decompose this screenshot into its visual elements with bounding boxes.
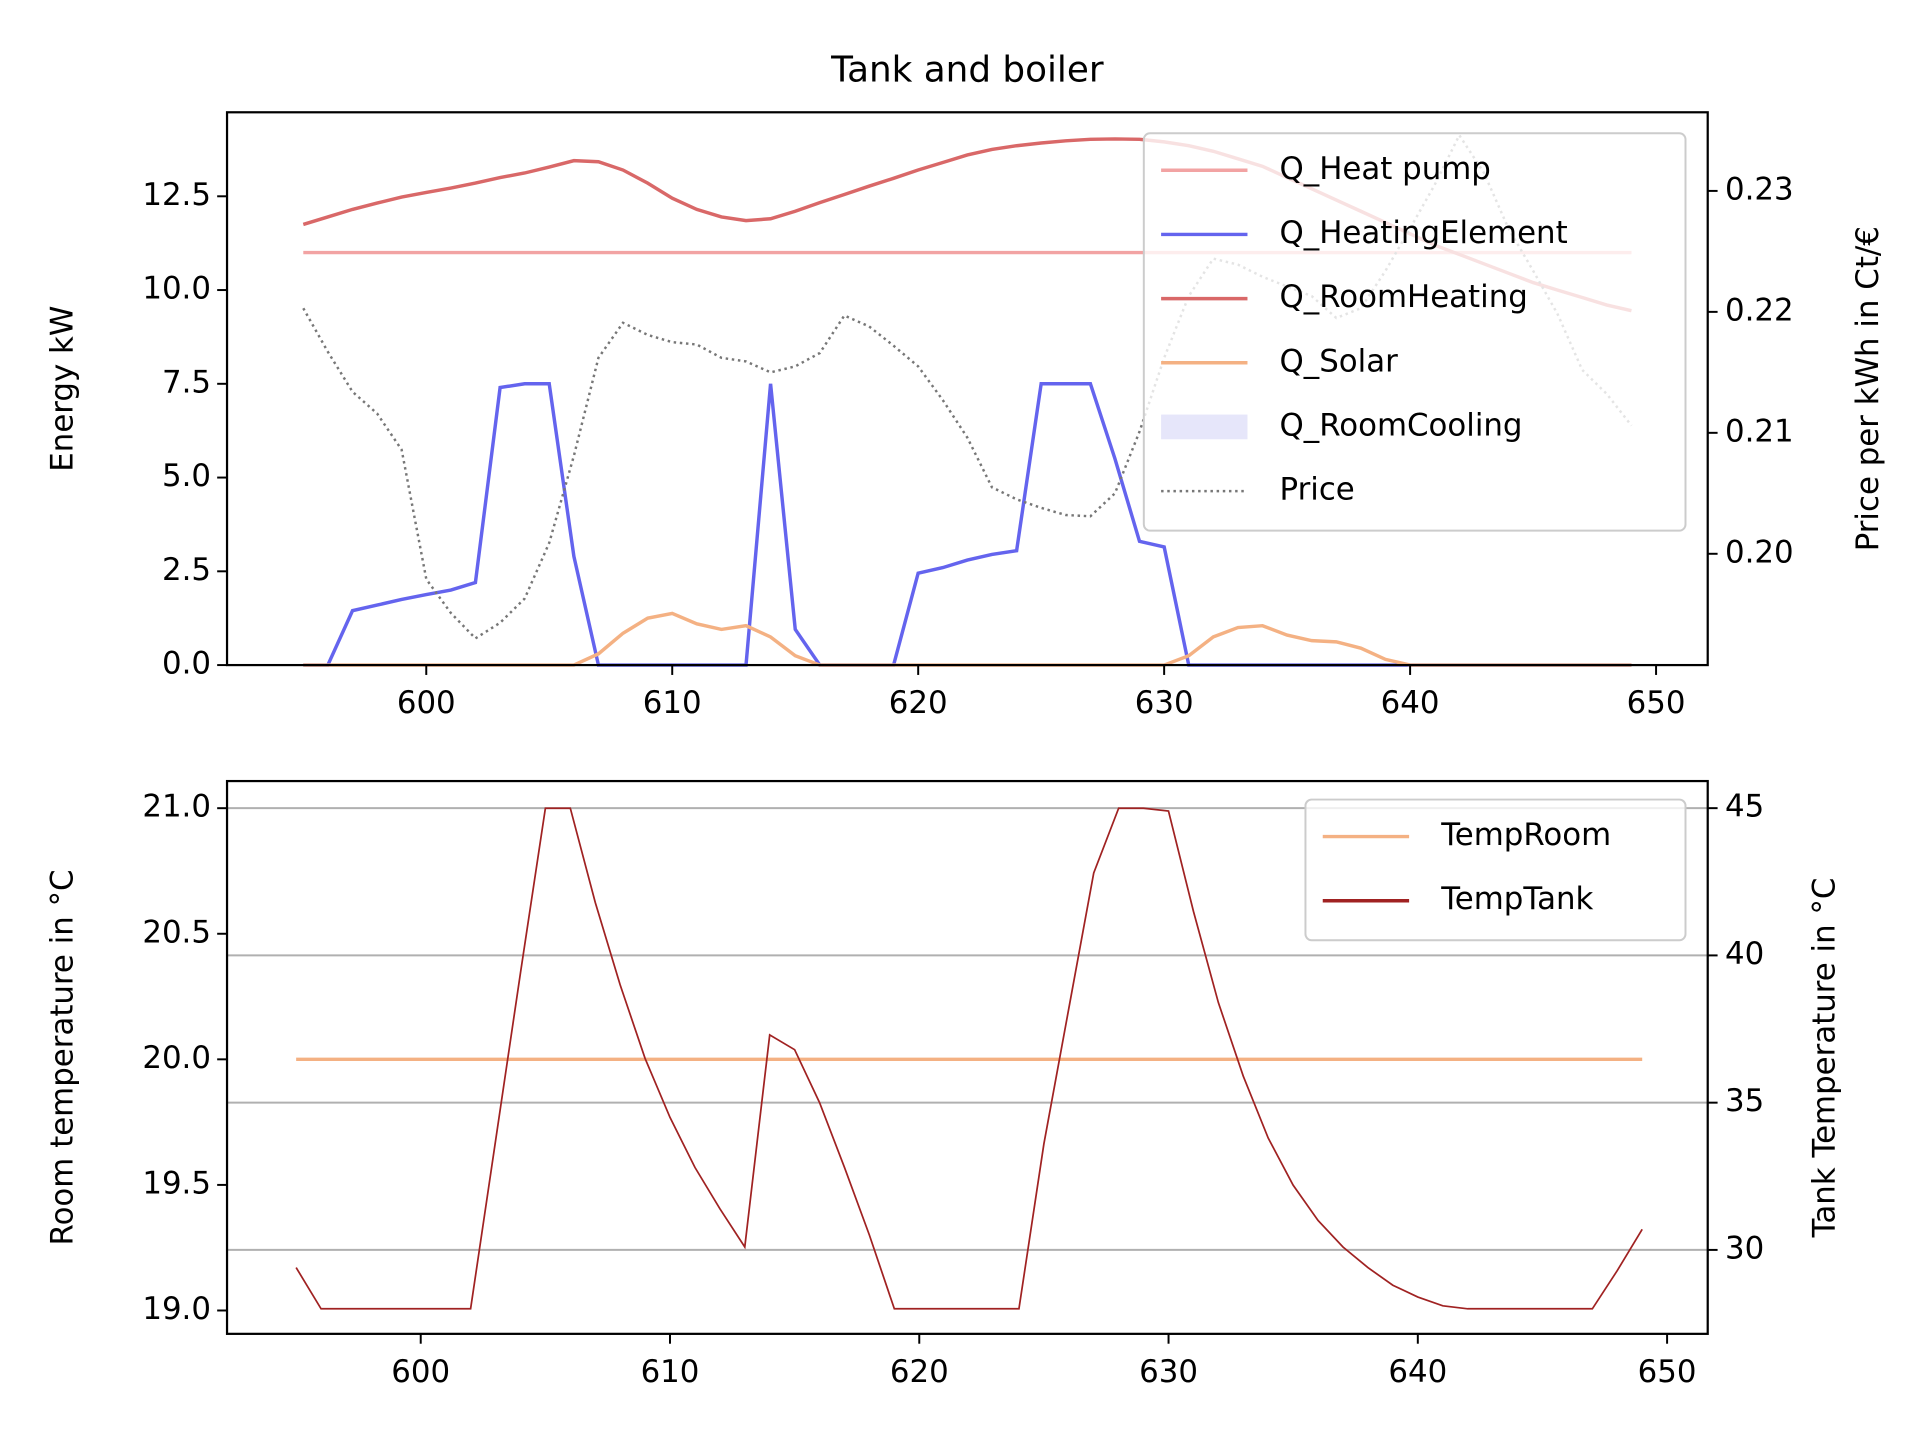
x-tick-label: 650	[1627, 685, 1686, 721]
y-tick-label: 21.0	[142, 789, 211, 825]
y-tick-label: 19.0	[142, 1291, 211, 1327]
plot-frame	[225, 111, 1709, 667]
legend-label: TempTank	[1440, 881, 1593, 917]
y2-tick-label: 45	[1725, 789, 1764, 825]
series-line	[295, 807, 1643, 1310]
x-tick-label: 600	[391, 1354, 450, 1390]
figure-body: Tank and boiler 600 610 620 630 640 650 0.0 2.5…	[45, 50, 1886, 1390]
y-tick-label: 19.5	[142, 1165, 211, 1201]
y-tick-label: 7.5	[162, 364, 211, 400]
y-axis-label: Energy kW	[45, 306, 81, 472]
legend-label: Q_Solar	[1280, 343, 1399, 379]
series-line	[302, 132, 1633, 641]
y-tick-label: 5.0	[162, 458, 211, 494]
y2-tick-label: 35	[1725, 1083, 1764, 1119]
x-tick-label: 630	[1135, 685, 1194, 721]
y-tick-label: 10.0	[142, 271, 211, 307]
legend-box	[1142, 132, 1687, 532]
y2-tick-label: 40	[1725, 936, 1764, 972]
x-tick-label: 620	[890, 1354, 949, 1390]
x-tick-label: 610	[641, 1354, 700, 1390]
y-tick-label: 2.5	[162, 552, 211, 588]
y2-tick-label: 0.20	[1725, 534, 1794, 570]
legend-box	[1304, 798, 1687, 942]
x-tick-label: 640	[1381, 685, 1440, 721]
x-tick-label: 610	[643, 685, 702, 721]
legend-label: TempRoom	[1440, 817, 1611, 853]
y-tick-label: 12.5	[142, 177, 211, 213]
legend-label: Q_HeatingElement	[1280, 215, 1568, 251]
y-tick-label: 20.0	[142, 1040, 211, 1076]
y2-tick-label: 0.23	[1725, 171, 1794, 207]
y2-tick-label: 0.22	[1725, 292, 1794, 328]
y2-tick-label: 30	[1725, 1230, 1764, 1266]
x-tick-label: 630	[1139, 1354, 1198, 1390]
x-tick-label: 620	[889, 685, 948, 721]
chart-title: Tank and boiler	[830, 50, 1104, 91]
x-tick-label: 640	[1388, 1354, 1447, 1390]
y-tick-label: 0.0	[162, 646, 211, 682]
legend-label: Q_Heat pump	[1280, 151, 1491, 187]
legend-swatch	[1161, 414, 1248, 440]
y2-tick-label: 0.21	[1725, 413, 1794, 449]
x-tick-label: 650	[1638, 1354, 1697, 1390]
plot-frame	[225, 779, 1709, 1335]
y2-axis-label: Tank Temperature in °C	[1807, 878, 1843, 1239]
y-axis-label: Room temperature in °C	[45, 869, 81, 1245]
legend-label: Q_RoomCooling	[1280, 407, 1523, 443]
legend-label: Price	[1280, 472, 1355, 508]
legend-label: Q_RoomHeating	[1280, 279, 1528, 315]
x-tick-label: 600	[397, 685, 456, 721]
y2-axis-label: Price per kWh in Ct/€	[1850, 226, 1886, 551]
y-tick-label: 20.5	[142, 914, 211, 950]
